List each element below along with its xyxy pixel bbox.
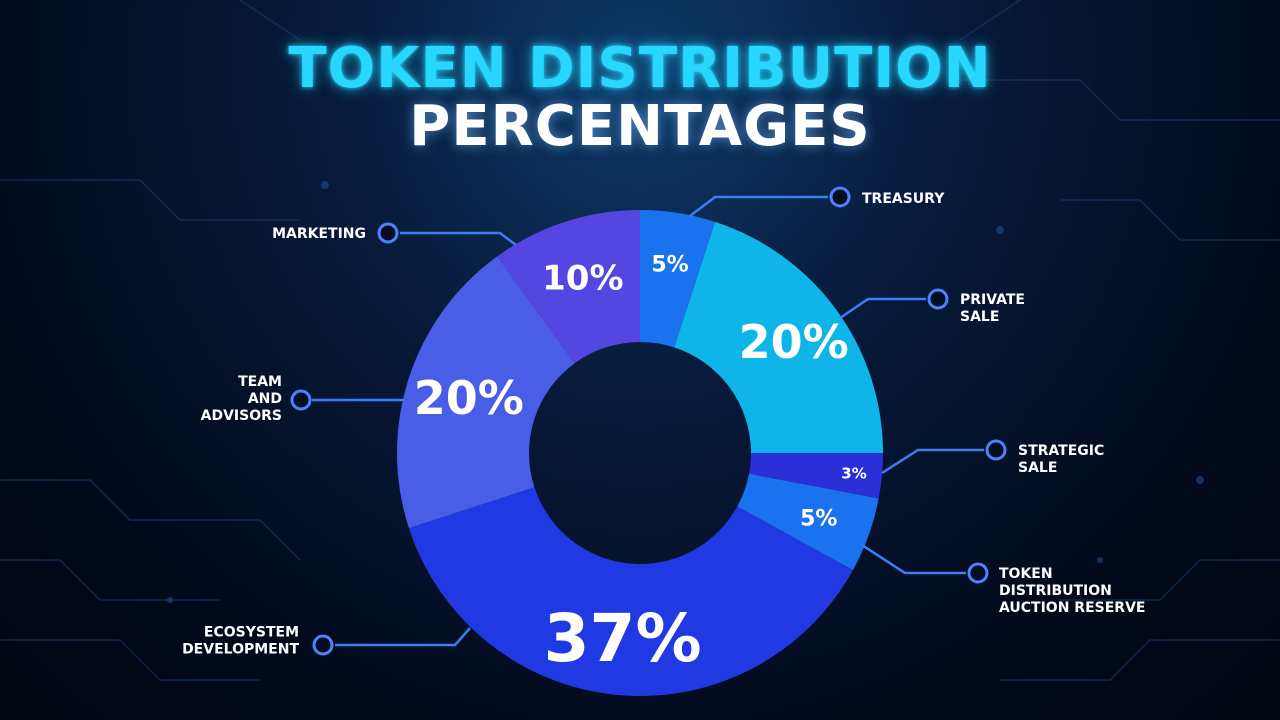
category-label: TREASURY bbox=[862, 191, 945, 207]
page-title-line2: PERCENTAGES bbox=[409, 94, 871, 159]
slice-value-label: 10% bbox=[542, 258, 623, 298]
slice-1 bbox=[640, 210, 716, 348]
slice-value-label: 5% bbox=[800, 506, 837, 531]
slice-value-label: 37% bbox=[544, 600, 702, 677]
category-label: MARKETING bbox=[272, 226, 366, 242]
category-label: PRIVATE SALE bbox=[960, 292, 1025, 325]
callout-dot bbox=[927, 288, 949, 310]
callout-line bbox=[335, 627, 471, 647]
callout-dot bbox=[377, 222, 399, 244]
callout-dot bbox=[985, 439, 1007, 461]
slice-value-label: 5% bbox=[651, 252, 688, 277]
callout-line bbox=[839, 297, 926, 320]
callout-line bbox=[400, 231, 517, 246]
callout-line bbox=[689, 195, 828, 217]
slice-4 bbox=[737, 473, 879, 571]
slice-7 bbox=[497, 210, 640, 364]
slice-value-label: 20% bbox=[414, 371, 524, 425]
category-label: ECOSYSTEM DEVELOPMENT bbox=[182, 625, 299, 658]
slice-6 bbox=[397, 256, 575, 529]
callout-line bbox=[881, 448, 984, 475]
callout-dot bbox=[829, 186, 851, 208]
slice-5 bbox=[408, 487, 853, 696]
slice-value-label: 3% bbox=[841, 465, 866, 483]
slice-value-label: 20% bbox=[739, 315, 849, 369]
callout-dot bbox=[290, 389, 312, 411]
callout-dot bbox=[312, 634, 334, 656]
category-label: STRATEGIC SALE bbox=[1018, 443, 1104, 476]
callout-line bbox=[861, 543, 966, 575]
slice-3 bbox=[749, 453, 883, 499]
page-title-line1: TOKEN DISTRIBUTION bbox=[288, 36, 992, 101]
category-label: TEAM AND ADVISORS bbox=[201, 374, 282, 424]
category-label: TOKEN DISTRIBUTION AUCTION RESERVE bbox=[999, 566, 1145, 616]
slice-2 bbox=[674, 221, 883, 453]
callout-dot bbox=[967, 562, 989, 584]
